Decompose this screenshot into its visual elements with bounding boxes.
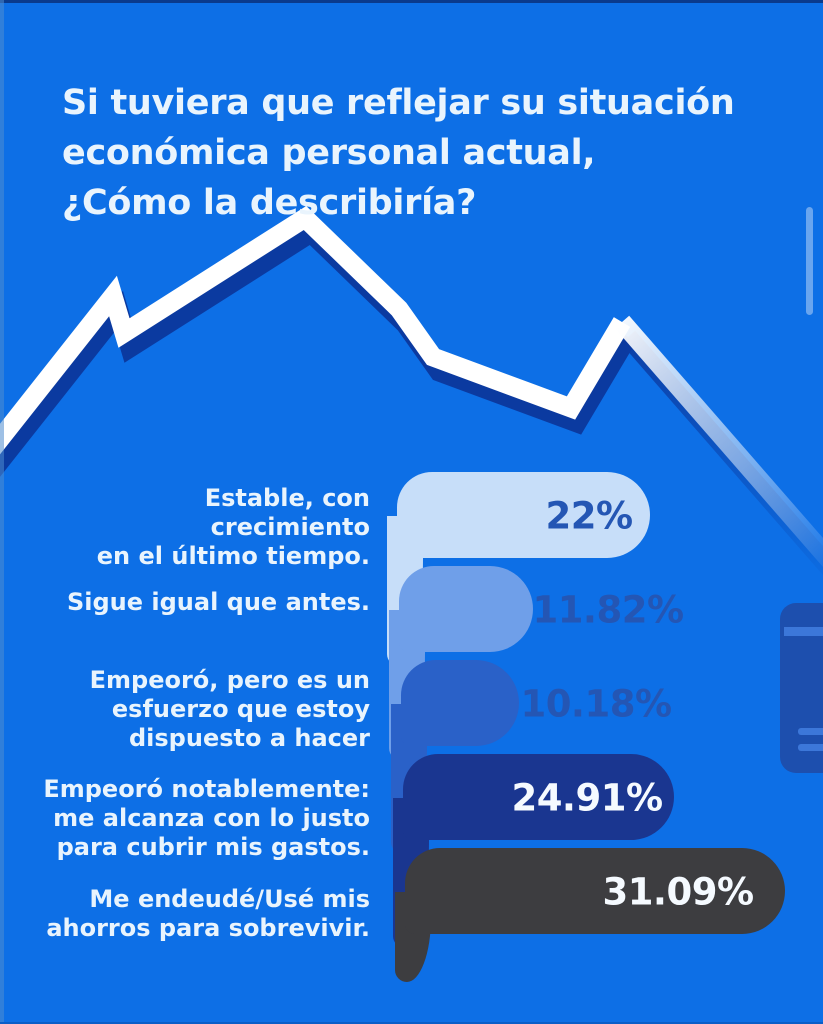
category-label: Sigue igual que antes. [66,588,370,616]
card-detail-dash [798,744,823,751]
bar-segment [401,660,519,746]
value-label: 11.82% [532,588,684,632]
trend-line-main [0,205,631,455]
bar-segment [399,566,533,652]
bar-segment [397,472,650,558]
bar-segment [403,754,674,840]
trend-line-shadow [0,220,637,477]
category-label: Empeoró, pero es un esfuerzo que estoy d… [89,666,370,752]
value-label: 10.18% [520,682,672,726]
value-label: 24.91% [511,776,663,820]
trend-line-fade-tail [614,315,823,567]
scrollbar-thumb[interactable] [806,207,813,315]
credit-card-decoration [780,603,823,773]
card-detail-dash [798,728,823,735]
value-label: 31.09% [602,870,754,914]
left-edge-line [0,0,4,1024]
bottom-edge-line [0,1022,823,1024]
category-label: Estable, con crecimiento en el último ti… [96,484,370,570]
card-magnetic-stripe [784,627,823,636]
bar-segment [405,848,785,934]
category-label: Empeoró notablemente: me alcanza con lo … [43,775,370,861]
page-title: Si tuviera que reflejar su situación eco… [62,83,735,223]
top-edge-line [0,0,823,3]
value-label: 22% [545,494,633,538]
category-label: Me endeudé/Usé mis ahorros para sobreviv… [46,885,370,942]
